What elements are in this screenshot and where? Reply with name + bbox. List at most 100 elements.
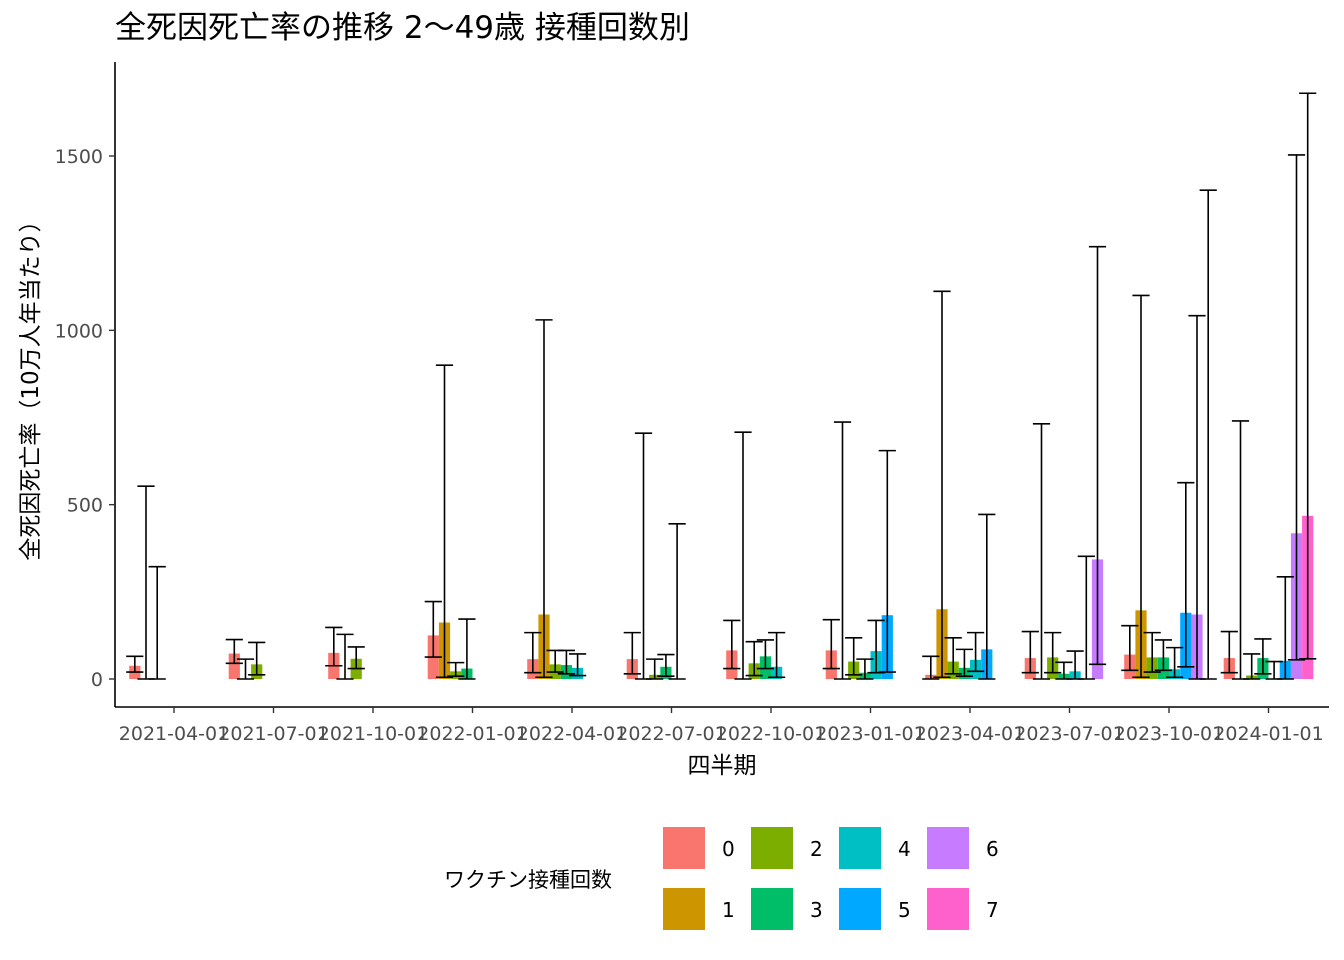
error-bar [878,449,896,673]
legend-label: 2 [810,837,823,861]
x-tick-label: 2023-01-01 [815,723,925,745]
y-ticks: 0 500 1000 1500 [55,146,115,691]
error-bar [126,655,144,673]
error-bar [347,646,365,670]
legend-label: 6 [986,837,999,861]
x-tick-label: 2023-07-01 [1014,723,1124,745]
legend-swatch [927,827,969,869]
error-bar [1032,422,1051,680]
error-bar [1299,92,1317,660]
x-axis-title: 四半期 [688,753,757,779]
error-bar [447,661,465,678]
x-tick-label: 2021-10-01 [318,723,428,745]
error-bar [458,618,476,680]
x-tick-label: 2022-04-01 [517,723,627,745]
x-tick-label: 2022-10-01 [716,723,826,745]
error-bar [634,432,653,680]
error-bar [623,631,641,675]
error-bar [336,633,354,680]
error-bar [1132,294,1150,679]
y-tick-label: 1500 [55,146,103,168]
error-bar [1276,576,1294,680]
error-bar [1287,154,1306,661]
error-bar [922,655,940,680]
x-tick-label: 2021-04-01 [119,723,229,745]
error-bar [557,649,575,675]
error-bar [137,485,155,680]
legend-swatch [927,888,969,930]
error-bar [1254,638,1272,675]
legend-swatch [663,888,705,930]
error-bar [1088,245,1107,666]
bars-layer [129,515,1314,679]
legend-swatch [839,888,881,930]
error-bar [967,631,985,673]
error-bar [756,639,774,670]
error-bar [535,319,553,679]
error-bar [978,513,996,680]
y-tick-label: 1000 [55,320,103,342]
legend-label: 1 [722,898,735,922]
error-bar [955,648,973,678]
error-bar [236,658,255,680]
error-bar [933,290,951,679]
legend-label: 7 [986,898,999,922]
bar [228,653,240,679]
x-tick-label: 2022-01-01 [417,723,527,745]
x-tick-label: 2022-07-01 [616,723,726,745]
error-bar [1021,630,1039,674]
error-bar [1199,189,1217,680]
y-tick-label: 500 [67,495,103,517]
error-bar [723,619,741,670]
error-bar [745,640,763,677]
legend-swatch [839,827,881,869]
error-bar [148,565,166,680]
legend: 0 1 2 3 4 5 6 7 [663,827,999,930]
chart-title: 全死因死亡率の推移 2〜49歳 接種回数別 [115,10,690,46]
error-bar [435,364,454,679]
legend-swatch [663,827,705,869]
error-bar [1220,630,1238,674]
error-bar [1143,631,1161,673]
error-bar [1243,653,1261,680]
error-bar [1154,639,1172,672]
legend-label: 4 [898,837,911,861]
error-bar [833,421,852,680]
error-bar [569,653,587,677]
error-bar [325,626,343,667]
x-ticks: 2021-04-012021-07-012021-10-012022-01-01… [119,707,1324,745]
x-tick-label: 2024-01-01 [1213,723,1323,745]
error-bar [225,638,243,665]
error-bar [1231,420,1250,680]
legend-swatch [751,888,793,930]
error-bar [657,653,675,678]
x-tick-label: 2021-07-01 [218,723,328,745]
error-bar [944,637,962,675]
y-tick-label: 0 [91,669,103,691]
error-bar [856,658,874,680]
y-axis-title: 全死因死亡率（10万人年当たり） [18,209,44,560]
x-tick-label: 2023-10-01 [1114,723,1224,745]
legend-label: 3 [810,898,823,922]
legend-label: 5 [898,898,911,922]
error-bar [845,637,863,676]
error-bar [734,431,752,680]
error-bar [524,631,542,674]
error-bar [248,641,266,676]
error-bar [1044,631,1062,674]
error-bar [768,631,786,679]
error-bar [1121,624,1139,672]
legend-label: 0 [722,837,735,861]
x-tick-label: 2023-04-01 [915,723,1025,745]
errorbars-layer [126,92,1317,680]
error-bar [646,658,664,680]
error-bar [424,600,442,658]
error-bar [668,523,686,680]
error-bar [1166,646,1184,679]
legend-swatch [751,827,793,869]
error-bar [822,618,840,670]
error-bar [1177,481,1195,668]
legend-title: ワクチン接種回数 [444,868,612,892]
error-bar [1077,555,1095,680]
